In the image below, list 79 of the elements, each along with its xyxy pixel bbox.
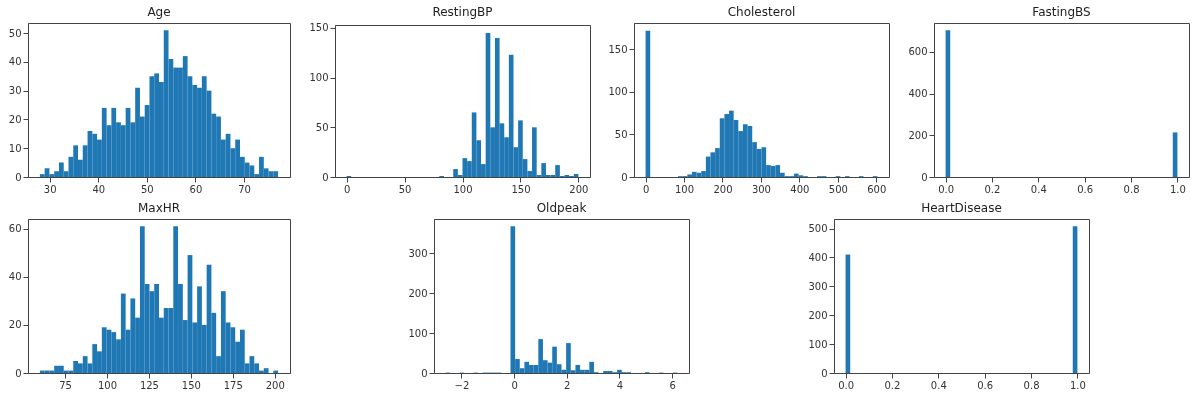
x-tick-label: 0 [511, 379, 519, 391]
y-tick-label: 150 [308, 22, 328, 34]
x-tick-label: 0.6 [976, 379, 993, 391]
x-tick-label: 50 [398, 183, 411, 195]
y-tick-label: 0 [621, 171, 628, 183]
y-tick-label: 0 [15, 367, 22, 379]
x-tick-label: 100 [97, 379, 118, 391]
x-tick-label: 75 [59, 379, 72, 391]
x-tick-label: 100 [452, 183, 473, 195]
y-tick-label: 400 [907, 88, 927, 100]
y-tick-label: 0 [15, 171, 22, 183]
x-tick-label: 400 [790, 183, 810, 195]
y-tick-label: 10 [8, 142, 22, 154]
y-tick-label: 20 [8, 319, 22, 331]
y-tick-label: 0 [820, 367, 828, 379]
x-tick-label: 1.0 [1069, 379, 1086, 391]
chart-title: RestingBP [431, 4, 493, 19]
x-tick-label: 125 [139, 379, 159, 391]
x-tick-label: 200 [568, 183, 588, 195]
x-tick-label: 0 [343, 183, 350, 195]
x-tick-label: 6 [669, 379, 677, 391]
x-tick-label: 40 [92, 183, 106, 195]
x-tick-label: 150 [510, 183, 530, 195]
x-tick-label: 50 [140, 183, 154, 195]
chart-title: HeartDisease [920, 201, 1002, 215]
y-tick-label: 40 [8, 56, 22, 68]
x-tick-label: 100 [674, 183, 695, 195]
x-tick-label: 60 [189, 183, 203, 195]
x-tick-label: 0.6 [1076, 183, 1093, 195]
x-tick-label: 70 [238, 183, 251, 195]
x-tick-label: 0.0 [937, 183, 954, 195]
y-tick-label: 400 [808, 251, 828, 263]
y-tick-label: 500 [808, 223, 828, 235]
x-tick-label: 30 [43, 183, 57, 195]
y-tick-label: 50 [315, 121, 328, 133]
chart-title: Oldpeak [536, 201, 587, 215]
chart-title: FastingBS [1031, 5, 1091, 19]
x-tick-label: 4 [617, 379, 624, 391]
y-tick-label: 100 [308, 72, 328, 84]
y-tick-label: 300 [408, 247, 428, 259]
x-tick-label: 600 [867, 183, 887, 195]
x-tick-label: 0.8 [1023, 379, 1040, 391]
x-tick-label: −2 [454, 379, 470, 391]
y-tick-label: 30 [8, 85, 22, 97]
x-tick-label: 0.8 [1123, 183, 1139, 195]
y-tick-label: 60 [8, 223, 22, 235]
x-tick-label: 175 [223, 379, 243, 391]
y-tick-label: 150 [608, 43, 628, 55]
x-tick-label: 150 [181, 379, 201, 391]
y-tick-label: 0 [321, 171, 328, 183]
x-tick-label: 200 [265, 379, 285, 391]
chart-title: Cholesterol [727, 5, 796, 19]
x-tick-label: 200 [713, 183, 733, 195]
y-tick-label: 100 [608, 86, 628, 98]
y-tick-label: 100 [808, 338, 828, 350]
y-tick-label: 200 [408, 287, 428, 299]
y-tick-label: 200 [808, 309, 828, 321]
y-tick-label: 100 [408, 327, 428, 339]
y-tick-label: 0 [920, 171, 927, 183]
x-tick-label: 0.4 [1030, 183, 1047, 195]
y-tick-label: 20 [8, 113, 22, 125]
y-tick-label: 50 [8, 27, 22, 39]
chart-title: MaxHR [137, 201, 181, 215]
x-tick-label: 0.2 [884, 379, 901, 391]
x-tick-label: 0 [642, 183, 650, 195]
y-tick-label: 40 [8, 271, 22, 283]
y-tick-label: 600 [907, 46, 927, 58]
x-tick-label: 300 [751, 183, 771, 195]
x-tick-label: 0.2 [984, 183, 1000, 195]
x-tick-label: 0.0 [837, 379, 854, 391]
x-tick-label: 2 [564, 379, 571, 391]
y-tick-label: 200 [907, 129, 927, 141]
y-tick-label: 300 [808, 280, 828, 292]
x-tick-label: 0.4 [930, 379, 947, 391]
chart-title: Age [147, 5, 171, 19]
x-tick-label: 500 [828, 183, 848, 195]
y-tick-label: 0 [421, 367, 428, 379]
y-tick-label: 50 [614, 128, 628, 140]
x-tick-label: 1.0 [1169, 183, 1186, 195]
